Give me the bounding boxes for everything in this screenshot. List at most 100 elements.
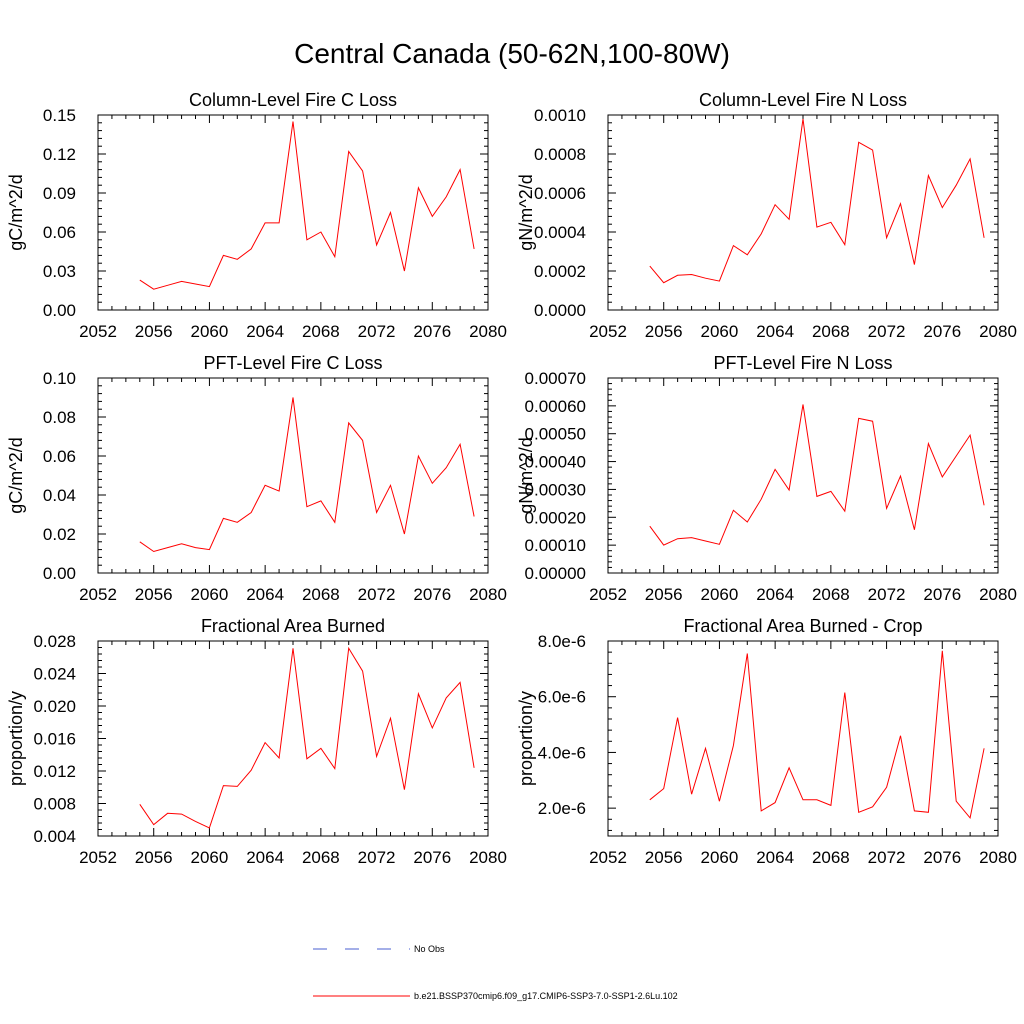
series-line — [649, 650, 985, 820]
x-tick-label: 2064 — [756, 322, 794, 341]
plot-frame — [97, 377, 489, 574]
y-tick-label: 0.028 — [33, 632, 76, 651]
y-tick-label: 0.00 — [43, 301, 76, 320]
y-tick-label: 8.0e-6 — [538, 632, 586, 651]
y-tick-label: 0.09 — [43, 184, 76, 203]
panel-5: 2052 2056 2060 2064 2068 2072 2076 2080 0.004 0.0… — [6, 616, 507, 867]
plot-frame — [97, 640, 489, 837]
plot-frame — [607, 640, 999, 837]
x-tick-label: 2056 — [135, 848, 173, 867]
x-tick-label: 2052 — [589, 848, 627, 867]
y-tick-label: 0.00070 — [525, 369, 586, 388]
y-tick-label: 0.0006 — [534, 184, 586, 203]
y-tick-label: 0.0010 — [534, 106, 586, 125]
series-line — [139, 646, 475, 829]
x-tick-label: 2056 — [645, 585, 683, 604]
panel-2: 2052 2056 2060 2064 2068 2072 2076 2080 0.0000 0.… — [516, 90, 1017, 341]
series-line — [139, 121, 475, 290]
y-tick-label: 0.15 — [43, 106, 76, 125]
series-line — [649, 404, 985, 546]
y-tick-label: 0.016 — [33, 730, 76, 749]
y-tick-label: 4.0e-6 — [538, 743, 586, 762]
x-tick-label: 2068 — [812, 322, 850, 341]
x-tick-label: 2060 — [191, 585, 229, 604]
x-tick-label: 2076 — [923, 322, 961, 341]
x-tick-label: 2080 — [979, 848, 1017, 867]
panel-3: 2052 2056 2060 2064 2068 2072 2076 2080 0.00 0.02… — [6, 353, 507, 604]
y-tick-label: 0.00020 — [525, 508, 586, 527]
y-tick-label: 0.03 — [43, 262, 76, 281]
x-tick-label: 2072 — [868, 585, 906, 604]
y-tick-label: 0.00050 — [525, 425, 586, 444]
x-tick-label: 2076 — [923, 585, 961, 604]
panel-title: Column-Level Fire C Loss — [189, 90, 397, 110]
plot-frame — [97, 114, 489, 311]
y-tick-label: 0.00060 — [525, 397, 586, 416]
figure-title: Central Canada (50-62N,100-80W) — [294, 38, 730, 69]
y-tick-label: 2.0e-6 — [538, 799, 586, 818]
y-tick-label: 0.012 — [33, 762, 76, 781]
y-tick-label: 0.06 — [43, 223, 76, 242]
x-tick-label: 2060 — [701, 585, 739, 604]
x-tick-label: 2072 — [358, 322, 396, 341]
x-tick-label: 2068 — [302, 848, 340, 867]
x-tick-label: 2080 — [469, 322, 507, 341]
y-tick-label: 0.12 — [43, 145, 76, 164]
x-tick-label: 2068 — [812, 585, 850, 604]
panel-title: PFT-Level Fire N Loss — [713, 353, 892, 373]
y-tick-label: 0.008 — [33, 795, 76, 814]
x-tick-label: 2052 — [79, 848, 117, 867]
x-tick-label: 2080 — [469, 585, 507, 604]
x-tick-label: 2080 — [469, 848, 507, 867]
x-tick-label: 2064 — [246, 585, 284, 604]
panel-6: 2052 2056 2060 2064 2068 2072 2076 2080 2.0e-6 4.… — [516, 616, 1017, 867]
y-axis-label: proportion/y — [516, 691, 536, 786]
y-tick-label: 0.06 — [43, 447, 76, 466]
panel-title: Fractional Area Burned — [201, 616, 385, 636]
y-tick-label: 0.0008 — [534, 145, 586, 164]
x-tick-label: 2080 — [979, 322, 1017, 341]
y-tick-label: 0.0000 — [534, 301, 586, 320]
panel-title: PFT-Level Fire C Loss — [203, 353, 382, 373]
y-tick-label: 0.02 — [43, 525, 76, 544]
series-line — [649, 118, 985, 284]
y-tick-label: 0.0002 — [534, 262, 586, 281]
y-tick-label: 0.00010 — [525, 536, 586, 555]
y-tick-label: 0.0004 — [534, 223, 586, 242]
x-tick-label: 2056 — [645, 848, 683, 867]
x-tick-label: 2056 — [135, 585, 173, 604]
y-tick-label: 0.04 — [43, 486, 76, 505]
x-tick-label: 2052 — [589, 585, 627, 604]
x-tick-label: 2056 — [135, 322, 173, 341]
panel-title: Column-Level Fire N Loss — [699, 90, 907, 110]
x-tick-label: 2076 — [413, 322, 451, 341]
panel-title: Fractional Area Burned - Crop — [683, 616, 922, 636]
panel-1: 2052 2056 2060 2064 2068 2072 2076 2080 0.00 0.03… — [6, 90, 507, 341]
x-tick-label: 2056 — [645, 322, 683, 341]
y-tick-label: 0.08 — [43, 408, 76, 427]
x-tick-label: 2080 — [979, 585, 1017, 604]
y-tick-label: 0.00040 — [525, 453, 586, 472]
x-tick-label: 2076 — [413, 585, 451, 604]
x-tick-label: 2060 — [191, 322, 229, 341]
y-tick-label: 0.00030 — [525, 480, 586, 499]
series-line — [139, 397, 475, 553]
y-axis-label: proportion/y — [6, 691, 26, 786]
x-tick-label: 2072 — [868, 322, 906, 341]
panel-4: 2052 2056 2060 2064 2068 2072 2076 2080 0.00000 0… — [516, 353, 1017, 604]
x-tick-label: 2068 — [302, 585, 340, 604]
y-axis-label: gC/m^2/d — [6, 437, 26, 513]
x-tick-label: 2072 — [358, 585, 396, 604]
x-tick-label: 2076 — [923, 848, 961, 867]
x-tick-label: 2052 — [79, 585, 117, 604]
y-axis-label: gN/m^2/d — [516, 437, 536, 513]
y-tick-label: 0.020 — [33, 697, 76, 716]
y-axis-label: gC/m^2/d — [6, 174, 26, 250]
y-tick-label: 0.10 — [43, 369, 76, 388]
x-tick-label: 2064 — [756, 585, 794, 604]
x-tick-label: 2060 — [701, 322, 739, 341]
x-tick-label: 2060 — [701, 848, 739, 867]
y-tick-label: 6.0e-6 — [538, 688, 586, 707]
x-tick-label: 2076 — [413, 848, 451, 867]
